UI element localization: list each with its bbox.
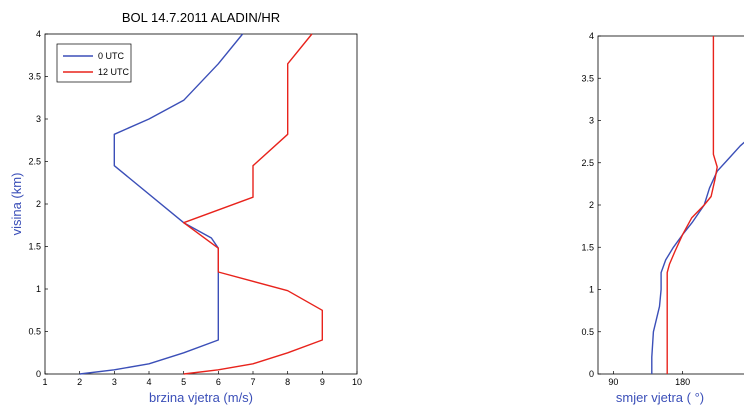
right-chart: 9018027000.511.522.533.54 smjer vjetra (… <box>581 31 744 405</box>
left-y-tick-label: 1 <box>36 284 41 294</box>
right-y-tick-label: 2.5 <box>581 158 594 168</box>
right-y-tick-label: 0.5 <box>581 327 594 337</box>
left-x-tick-label: 6 <box>216 377 221 387</box>
right-series-line-0utc <box>651 141 744 374</box>
left-y-tick-label: 2.5 <box>28 157 41 167</box>
right-y-tick-label: 3.5 <box>581 73 594 83</box>
left-x-axis-label: brzina vjetra (m/s) <box>149 390 253 405</box>
left-y-tick-label: 2 <box>36 199 41 209</box>
right-plot-frame <box>597 35 744 375</box>
right-y-tick-label: 0 <box>589 369 594 379</box>
left-y-tick-label: 0.5 <box>28 327 41 337</box>
left-x-tick-label: 1 <box>42 377 47 387</box>
left-x-tick-label: 5 <box>181 377 186 387</box>
legend-box <box>56 43 132 83</box>
right-y-tick-label: 4 <box>589 31 594 41</box>
left-y-tick-label: 3 <box>36 114 41 124</box>
left-y-tick-label: 3.5 <box>28 72 41 82</box>
left-y-tick-label: 1.5 <box>28 242 41 252</box>
left-x-tick-label: 4 <box>146 377 151 387</box>
left-plot-frame <box>44 33 358 375</box>
right-ticks: 9018027000.511.522.533.54 <box>581 31 690 387</box>
left-ticks: 1 2 3 4 5 6 7 8 9 10 0 0.5 1 1.5 2 2.5 3 3.5 4 <box>28 29 362 387</box>
left-series-lines <box>79 33 323 375</box>
legend: 0 UTC 12 UTC <box>56 43 132 83</box>
left-chart: BOL 14.7.2011 ALADIN/HR 1 2 3 4 5 6 7 8 9 1000.51… <box>9 10 362 405</box>
right-x-tick-label: 90 <box>608 377 618 387</box>
left-x-tick-label: 7 <box>250 377 255 387</box>
left-series-line-0utc <box>79 33 244 375</box>
right-x-axis-label: smjer vjetra ( °) <box>616 390 704 405</box>
left-x-tick-label: 8 <box>285 377 290 387</box>
left-x-tick-label: 2 <box>77 377 82 387</box>
left-y-tick-label: 4 <box>36 29 41 39</box>
right-y-tick-label: 1.5 <box>581 242 594 252</box>
right-series-lines <box>651 36 744 374</box>
right-y-tick-label: 1 <box>589 285 594 295</box>
right-y-tick-label: 3 <box>589 116 594 126</box>
chart-title: BOL 14.7.2011 ALADIN/HR <box>122 10 280 25</box>
right-series-line-12utc <box>666 36 718 374</box>
left-x-tick-label: 10 <box>352 377 362 387</box>
left-series-line-12utc <box>182 33 323 375</box>
left-y-tick-label: 0 <box>36 369 41 379</box>
legend-label-12utc: 12 UTC <box>98 67 130 77</box>
legend-label-0utc: 0 UTC <box>98 51 125 61</box>
left-x-tick-label: 3 <box>112 377 117 387</box>
right-x-tick-label: 180 <box>675 377 690 387</box>
left-x-tick-label: 9 <box>320 377 325 387</box>
right-y-tick-label: 2 <box>589 200 594 210</box>
left-y-axis-label: visina (km) <box>9 173 24 236</box>
